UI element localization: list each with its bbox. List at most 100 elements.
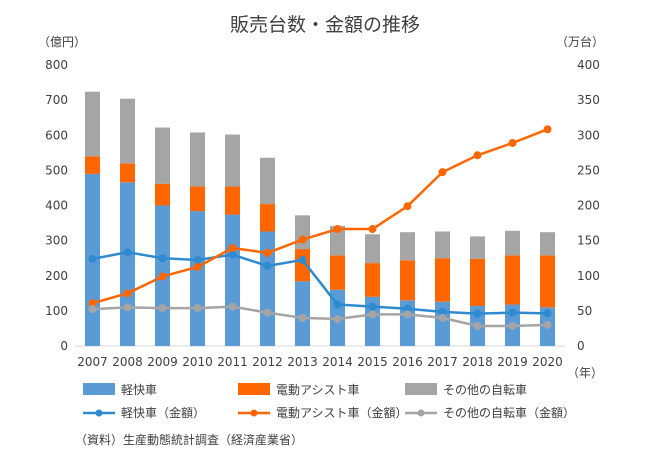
y-tick-left-label: 0 — [60, 339, 68, 353]
legend-swatch — [405, 383, 437, 395]
bar-other — [330, 225, 345, 256]
point-light-bicycle-amount — [263, 261, 272, 270]
point-e-assist-amount — [193, 262, 202, 271]
chart-title: 販売台数・金額の推移 — [230, 14, 420, 36]
point-light-bicycle-amount — [473, 309, 482, 318]
bar-other — [540, 232, 555, 256]
bar-light-bicycle — [120, 182, 135, 346]
plot-area: 0 100 200 300 400 500 600 700 800 0 50 100 150 200 250… — [45, 58, 600, 369]
bar-e-assist — [330, 255, 345, 290]
point-e-assist-amount — [403, 202, 412, 211]
point-light-bicycle-amount — [193, 255, 202, 264]
bar-other — [85, 91, 100, 157]
legend-label: 軽快車 — [121, 383, 157, 397]
bar-e-assist — [120, 163, 135, 183]
point-other-amount — [158, 304, 167, 313]
line-e-assist-amount — [92, 128, 548, 305]
legend-marker — [250, 409, 258, 417]
x-tick-label: 2014 — [322, 355, 353, 369]
y-tick-right-label: 100 — [577, 269, 600, 283]
bar-e-assist — [295, 249, 310, 282]
line-other-amount — [92, 305, 548, 328]
y-tick-right-label: 150 — [577, 234, 600, 248]
point-other-amount — [228, 302, 237, 311]
x-tick-label: 2012 — [252, 355, 283, 369]
legend-label: 軽快車（金額） — [121, 405, 205, 420]
bar-other — [365, 234, 380, 264]
y-tick-right-label: 200 — [577, 199, 600, 213]
line-light-bicycle-amount — [92, 250, 548, 315]
bar-e-assist — [505, 255, 520, 305]
bar-other — [435, 231, 450, 259]
y-tick-left-label: 400 — [45, 199, 68, 213]
y-tick-left-label: 500 — [45, 163, 68, 177]
point-light-bicycle-amount — [228, 250, 237, 259]
bar-other — [120, 98, 135, 164]
bar-other — [295, 215, 310, 250]
legend-marker — [417, 409, 425, 417]
point-other-amount — [403, 310, 412, 319]
y-tick-right-label: 0 — [577, 339, 585, 353]
y-tick-right-label: 250 — [577, 163, 600, 177]
x-tick-label: 2013 — [287, 355, 318, 369]
y-tick-right-label: 50 — [577, 304, 592, 318]
legend-label: その他の自転車 — [443, 383, 527, 397]
point-other-amount — [508, 321, 517, 330]
point-other-amount — [473, 321, 482, 330]
point-light-bicycle-amount — [123, 248, 132, 257]
bar-light-bicycle — [260, 231, 275, 346]
bar-light-bicycle — [190, 211, 205, 346]
bar-e-assist — [400, 260, 415, 301]
legend-swatch — [83, 383, 115, 395]
bar-other — [505, 230, 520, 256]
point-e-assist-amount — [298, 235, 307, 244]
bar-other — [400, 232, 415, 261]
point-other-amount — [333, 314, 342, 323]
x-axis-label: （年） — [567, 366, 603, 380]
point-light-bicycle-amount — [88, 254, 97, 263]
point-other-amount — [193, 304, 202, 313]
y-tick-left-label: 800 — [45, 58, 68, 72]
x-tick-label: 2018 — [462, 355, 493, 369]
bar-other — [155, 127, 170, 184]
point-light-bicycle-amount — [298, 255, 307, 264]
point-e-assist-amount — [438, 168, 447, 177]
x-tick-label: 2020 — [532, 355, 563, 369]
y-tick-right-label: 300 — [577, 128, 600, 142]
y-tick-left-label: 100 — [45, 304, 68, 318]
bar-e-assist — [365, 263, 380, 297]
bar-e-assist — [470, 258, 485, 306]
legend-swatch — [238, 383, 270, 395]
point-light-bicycle-amount — [158, 254, 167, 263]
point-e-assist-amount — [228, 244, 237, 253]
point-light-bicycle-amount — [543, 309, 552, 318]
point-other-amount — [438, 313, 447, 322]
bar-e-assist — [260, 204, 275, 232]
point-e-assist-amount — [123, 289, 132, 298]
x-tick-label: 2008 — [112, 355, 143, 369]
legend-label: その他の自転車（金額） — [443, 405, 575, 420]
legend-label: 電動アシスト車 — [276, 383, 360, 397]
point-e-assist-amount — [508, 138, 517, 147]
point-e-assist-amount — [158, 272, 167, 281]
y-tick-right-label: 350 — [577, 93, 600, 107]
bar-e-assist — [85, 156, 100, 174]
bar-other — [225, 134, 240, 187]
x-tick-label: 2017 — [427, 355, 458, 369]
x-tick-label: 2016 — [392, 355, 423, 369]
bar-light-bicycle — [400, 300, 415, 346]
bar-light-bicycle — [365, 296, 380, 346]
y-tick-left-label: 600 — [45, 128, 68, 142]
point-light-bicycle-amount — [333, 300, 342, 309]
bar-e-assist — [435, 258, 450, 302]
bar-e-assist — [155, 183, 170, 206]
point-other-amount — [263, 308, 272, 317]
bar-light-bicycle — [295, 281, 310, 346]
x-tick-label: 2019 — [497, 355, 528, 369]
y-tick-left-label: 300 — [45, 234, 68, 248]
legend-label: 電動アシスト車（金額） — [276, 405, 408, 420]
point-e-assist-amount — [473, 151, 482, 160]
source-note: （資料）生産動態統計調査（経済産業省） — [75, 433, 304, 447]
